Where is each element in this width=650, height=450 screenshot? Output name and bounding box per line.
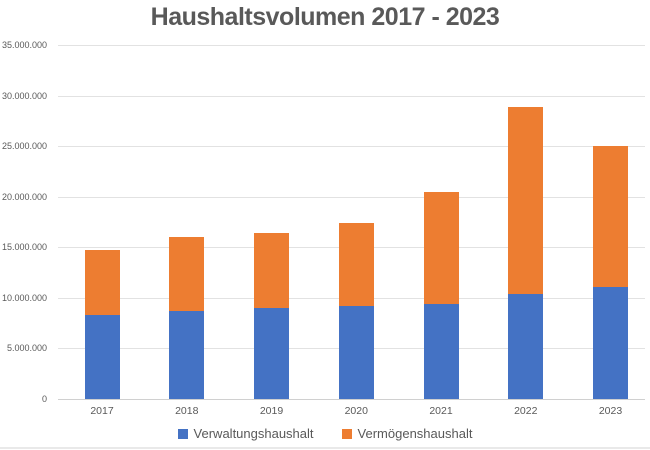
y-gridline (58, 196, 645, 198)
y-axis-tick-label: 35.000.000 (1, 40, 47, 50)
bar-2023-verwaltungshaushalt (593, 286, 628, 399)
bar-2019-verwaltungshaushalt (254, 307, 289, 399)
y-gridline (58, 45, 645, 46)
y-gridline (58, 95, 645, 97)
bar-2017-vermögenshaushalt (84, 250, 120, 316)
y-axis-tick-label: 15.000.000 (1, 242, 47, 253)
x-axis-tick-label: 2018 (175, 405, 199, 417)
x-axis-tick-label: 2019 (259, 405, 284, 417)
legend-label: Vermögenshaushalt (357, 426, 473, 441)
bar-2018-vermögenshaushalt (169, 237, 205, 311)
x-axis-tick-label: 2021 (429, 405, 453, 417)
bar-2022-vermögenshaushalt (508, 106, 544, 294)
legend: Verwaltungshaushalt Vermögenshaushalt (0, 426, 650, 441)
bar-2020-vermögenshaushalt (338, 223, 374, 306)
legend-item-verwaltungshaushalt: Verwaltungshaushalt (177, 426, 314, 441)
y-axis-tick-label: 5.000.000 (6, 343, 47, 354)
y-axis-tick-label: 0 (41, 394, 47, 404)
bar-2019-vermögenshaushalt (254, 233, 289, 308)
x-axis-tick-label: 2020 (344, 405, 368, 417)
legend-swatch-icon (177, 428, 188, 439)
x-axis-tick-label: 2023 (598, 405, 623, 417)
bar-2023-vermögenshaushalt (593, 146, 628, 287)
bar-2020-verwaltungshaushalt (338, 305, 374, 399)
bar-2021-vermögenshaushalt (423, 191, 459, 304)
y-axis-tick-label: 25.000.000 (1, 141, 47, 152)
legend-item-vermögenshaushalt: Vermögenshaushalt (341, 426, 473, 441)
bar-2018-verwaltungshaushalt (169, 311, 205, 399)
y-gridline (58, 146, 645, 148)
x-axis-line (58, 399, 645, 400)
chart-title: Haushaltsvolumen 2017 - 2023 (150, 3, 500, 31)
x-axis-tick-label: 2022 (514, 405, 538, 417)
x-axis-tick-label: 2017 (90, 405, 114, 417)
bar-2021-verwaltungshaushalt (423, 303, 459, 399)
bottom-divider (0, 447, 650, 449)
y-axis-tick-label: 20.000.000 (1, 191, 47, 202)
y-axis-tick-label: 30.000.000 (1, 90, 47, 101)
legend-swatch-icon (341, 428, 352, 439)
legend-label: Verwaltungshaushalt (193, 426, 314, 441)
bar-2022-verwaltungshaushalt (508, 293, 544, 399)
y-axis-tick-label: 10.000.000 (1, 292, 47, 303)
bar-2017-verwaltungshaushalt (84, 315, 120, 399)
